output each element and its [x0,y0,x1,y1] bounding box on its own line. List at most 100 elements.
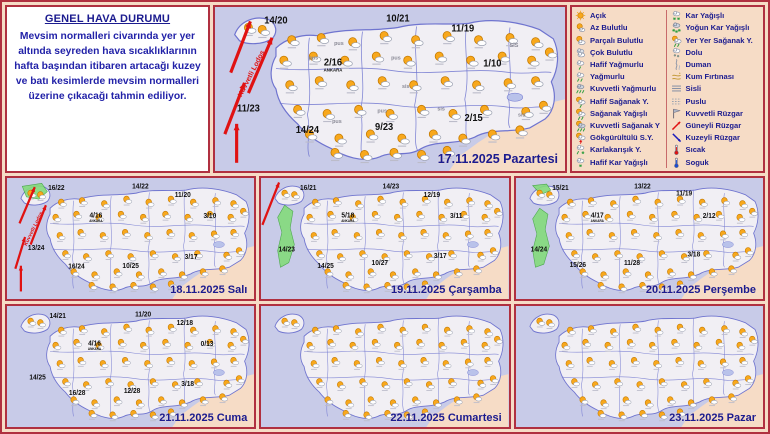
temperature-label: 10/25 [122,263,139,270]
rain-area [277,204,295,268]
cloud-rain-icon [574,70,587,83]
mist-label: sis [518,113,526,119]
temperature-label: 16/28 [69,390,86,397]
temperature-label: 3/10 [203,213,216,220]
legend-item-label: Dolu [685,47,703,57]
map-date-label: 17.11.2025 Pazartesi [437,152,559,166]
sun-cloud-rain-icon [574,107,587,120]
temperature-label: 11/23 [237,103,260,114]
legend-item: Soguk [670,156,761,168]
temperature-label: 0/13 [201,341,214,348]
legend-item: Hafif Sağanak Y. [574,95,665,108]
sun-cloud-heavy-rain-icon [574,119,587,132]
legend-item: Yoğun Kar Yağışlı [670,22,761,34]
temperature-label: 14/23 [279,246,296,253]
sandstorm-icon [670,70,683,83]
capital-label: ANKARA [342,219,356,223]
temperature-label: 16/24 [68,264,85,271]
legend-item: Karlakarışık Y. [574,144,665,156]
legend-item-label: Yoğun Kar Yağışlı [685,23,750,33]
temperature-label: 16/21 [300,185,317,192]
cloud-snow-icon [670,9,683,22]
sun-small-cloud-icon [574,21,587,34]
legend-item: Az Bulutlu [574,22,665,34]
forecast-map-wednesday: 16/21 14/23 12/19 5/18 3/11 14/23 14/25 10/27 3/… [259,176,511,301]
forecast-map-friday: 14/21 11/20 12/18 4/16 0/13 14/25 16/28 12/28 3/… [5,304,257,429]
temperature-label: 11/20 [175,192,191,199]
fog-icon [670,82,683,95]
legend-item: Güneyli Rüzgar [670,120,761,132]
legend-item-label: Kuvvetli Yağmurlu [590,84,657,94]
legend-item: Kar Yağışlı [670,10,761,22]
legend-item: Gökgürültülü S.Y. [574,131,665,145]
cloud-light-snow-icon [574,156,587,169]
general-weather-panel: GENEL HAVA DURUMU Mevsim normalleri civa… [5,5,210,173]
temperature-label: 3/18 [181,381,194,388]
temperature-label: 14/23 [383,183,400,190]
thunderstorm-icon [574,131,587,145]
strong-wind-icon [670,107,683,120]
legend-item-label: Az Bulutlu [590,23,628,33]
map-date-label: 18.11.2025 Salı [170,284,248,296]
south-wind-arrow-icon [670,119,683,132]
forecast-map-saturday: 22.11.2025 Cumartesi [259,304,511,429]
legend-item: Kuvvetli Sağanak Y [574,120,665,132]
lake-van [721,369,734,376]
forecast-map-thursday: 15/21 13/22 11/19 4/17 2/12 14/24 15/26 11/28 3/… [513,176,765,301]
forecast-map-tuesday: Kuvvetli Lodos 16/22 14/22 11/20 4/16 3/10 13/… [5,176,257,301]
sun-icon [574,9,587,22]
temperature-label: 12/18 [177,320,194,327]
temperature-label: 15/21 [552,185,569,192]
legend-item: Duman [670,59,761,71]
legend-item-label: Açık [590,11,607,21]
legend-item-label: Yer Yer Sağanak Y. [685,35,753,45]
capital-label: ANKARA [88,347,102,351]
clouds-icon [574,46,587,59]
temperature-label: 12/19 [424,192,441,199]
temperature-label: 1/10 [483,58,501,69]
temperature-label: 14/25 [318,263,335,270]
legend-item: Kuzeyli Rüzgar [670,132,761,144]
map-date-label: 20.11.2025 Perşembe [645,284,756,296]
bottom-row: 14/21 11/20 12/18 4/16 0/13 14/25 16/28 12/28 3/… [5,304,765,429]
temperature-label: 13/22 [634,183,651,190]
legend-item-label: Kuzeyli Rüzgar [685,133,740,143]
haze-icon [670,95,683,108]
legend-item-label: Sisli [685,84,702,94]
legend-item: Dolu [670,47,761,59]
turkey-map-svg: 15/21 13/22 11/19 4/17 2/12 14/24 15/26 11/28 3/… [515,178,763,299]
temperature-label: 14/24 [530,246,547,253]
mist-label: pus [377,108,387,114]
forecast-map-monday: Kuvvetli Lodos pus pus pus pus pus SİS sis sis si… [212,5,568,173]
temperature-label: 2/12 [702,213,715,220]
legend-item-label: Gökgürültülü S.Y. [590,133,654,143]
cold-icon [670,156,683,169]
legend-item: Parçalı Bulutlu [574,34,665,46]
turkey-map-svg: 14/21 11/20 12/18 4/16 0/13 14/25 16/28 12/28 3/… [7,306,255,427]
legend-item: Sağanak Yağışlı [574,108,665,120]
legend-panel: Açık Az Bulutlu Parçalı Bulutlu Çok Bulutlu… [570,5,765,173]
sun-cloud-light-rain-icon [574,95,587,108]
general-weather-title: GENEL HAVA DURUMU [44,13,171,25]
cloud-heavy-rain-icon [574,82,587,95]
legend-item: Çok Bulutlu [574,47,665,59]
map-date-label: 22.11.2025 Cumartesi [390,412,502,424]
legend-column-2: Kar Yağışlı Yoğun Kar Yağışlı Yer Yer Sağa… [665,10,761,168]
mist-label: SİS [510,42,519,49]
temperature-label: 16/22 [48,185,65,192]
temperature-label: 14/21 [49,313,66,320]
map-date-label: 23.11.2025 Pazar [669,412,756,424]
temperature-label: 2/15 [464,113,483,124]
cloud-heavy-snow-icon [670,21,683,34]
legend-item: Açık [574,10,665,22]
legend-item: Kuvvetli Yağmurlu [574,83,665,95]
temperature-label: 5/18 [342,212,355,219]
capital-label: ANKARA [89,219,103,223]
temperature-label: 15/26 [569,262,586,269]
map-date-label: 21.11.2025 Cuma [159,412,248,424]
forecast-map-sunday: 23.11.2025 Pazar [513,304,765,429]
legend-item: Puslu [670,95,761,107]
lake-van [721,241,734,248]
